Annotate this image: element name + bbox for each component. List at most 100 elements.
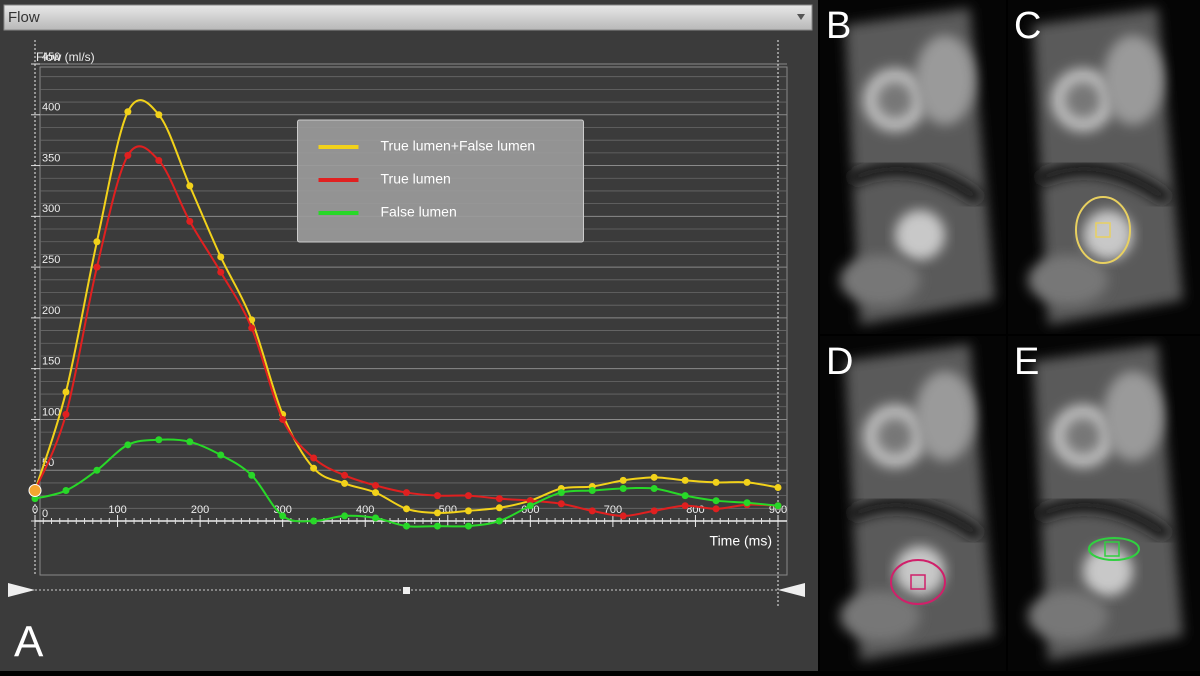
slider-left[interactable] xyxy=(8,583,35,597)
data-point xyxy=(372,481,380,489)
data-point xyxy=(155,156,163,164)
data-point xyxy=(650,507,658,515)
legend-label: True lumen+False lumen xyxy=(381,138,536,154)
data-point xyxy=(403,505,410,513)
data-point xyxy=(588,487,596,495)
vessel xyxy=(1065,418,1101,454)
data-point xyxy=(495,504,503,512)
data-point xyxy=(155,111,163,119)
y-tick-label: 150 xyxy=(42,356,60,368)
aorta xyxy=(1083,210,1133,260)
series-line xyxy=(34,145,779,517)
data-point xyxy=(650,485,658,493)
panel-label: A xyxy=(14,618,44,667)
legend-box xyxy=(297,119,584,243)
data-point xyxy=(93,466,101,474)
x-tick-label: 900 xyxy=(769,504,787,516)
data-point xyxy=(526,502,534,510)
chart-panel-bg xyxy=(0,0,818,671)
mri-image xyxy=(1008,0,1200,334)
data-point xyxy=(93,263,101,271)
y-tick-label: 200 xyxy=(42,305,60,317)
data-point xyxy=(619,512,627,520)
data-point xyxy=(124,441,132,449)
y-tick-label: 0 xyxy=(42,508,48,520)
data-point xyxy=(464,492,472,500)
data-point xyxy=(743,478,751,486)
y-tick-label: 300 xyxy=(42,203,60,215)
x-tick-label: 200 xyxy=(191,504,209,516)
mri-image xyxy=(1008,336,1200,671)
slider-right[interactable] xyxy=(778,583,805,597)
data-point xyxy=(464,522,472,530)
data-point xyxy=(155,436,163,444)
tissue xyxy=(915,35,975,125)
data-point xyxy=(341,479,349,487)
data-point xyxy=(93,238,101,246)
data-point xyxy=(310,517,318,525)
data-point xyxy=(774,502,782,510)
data-point xyxy=(62,487,70,495)
y-tick-label: 100 xyxy=(42,406,60,418)
data-point xyxy=(681,476,689,484)
dropdown-arrow xyxy=(797,14,805,20)
data-point xyxy=(619,476,627,484)
data-point xyxy=(372,489,380,497)
data-point xyxy=(124,151,132,159)
data-point xyxy=(279,415,287,423)
data-point xyxy=(712,505,720,513)
roi-box xyxy=(1104,541,1120,557)
roi xyxy=(1075,196,1131,264)
y-tick-label: 450 xyxy=(42,51,60,63)
vessel xyxy=(1065,82,1101,118)
data-point xyxy=(341,471,349,479)
tissue xyxy=(840,591,920,641)
mri-image xyxy=(820,0,1006,334)
data-point xyxy=(557,500,565,508)
data-point xyxy=(310,464,318,472)
data-point xyxy=(557,489,565,497)
plot-frame xyxy=(39,66,788,576)
data-point xyxy=(279,512,287,520)
data-point xyxy=(248,324,256,332)
dropdown-label: Flow xyxy=(8,9,40,26)
data-point xyxy=(186,182,194,190)
x-tick-label: 0 xyxy=(32,504,38,516)
mri-image xyxy=(820,336,1006,671)
data-point xyxy=(433,509,441,517)
origin-marker xyxy=(28,484,42,498)
dark-band xyxy=(846,161,985,206)
data-point xyxy=(372,514,380,522)
tissue xyxy=(915,371,975,461)
roi-box xyxy=(1095,222,1111,238)
data-point xyxy=(650,473,658,481)
tissue xyxy=(840,255,920,305)
image-label: B xyxy=(826,5,851,47)
y-axis-label: Flow (ml/s) xyxy=(36,50,95,64)
vessel xyxy=(877,418,913,454)
data-point xyxy=(341,512,349,520)
data-point xyxy=(124,108,132,116)
tissue xyxy=(1028,255,1108,305)
image-panels: B C D E xyxy=(820,0,1200,671)
dark-band xyxy=(1034,161,1173,206)
slider-handle[interactable] xyxy=(403,587,410,594)
dropdown[interactable] xyxy=(3,4,813,31)
data-point xyxy=(681,492,689,500)
tissue xyxy=(1103,35,1163,125)
roi xyxy=(1088,537,1140,561)
data-point xyxy=(712,478,720,486)
image-label: D xyxy=(826,341,853,383)
data-point xyxy=(712,497,720,505)
data-point xyxy=(588,507,596,515)
data-point xyxy=(217,451,225,459)
data-point xyxy=(217,253,225,261)
aorta xyxy=(1083,546,1133,596)
data-point xyxy=(186,438,194,446)
x-axis-label: Time (ms) xyxy=(710,533,772,549)
image-label: C xyxy=(1014,5,1041,47)
data-point xyxy=(31,495,39,503)
legend-label: True lumen xyxy=(381,171,451,187)
